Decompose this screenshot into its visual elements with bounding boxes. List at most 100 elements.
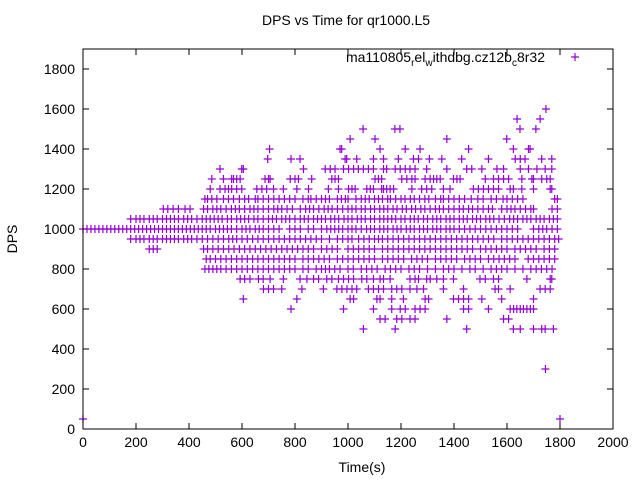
data-point [416,145,425,153]
data-point [370,255,379,263]
data-point [279,275,288,283]
data-point [423,265,432,273]
data-point [522,275,531,283]
data-point [319,285,328,293]
data-point [266,175,275,183]
data-point [427,185,436,193]
data-point [415,265,424,273]
data-point [219,175,228,183]
data-point [275,225,284,233]
x-tick-label: 1400 [438,434,469,450]
data-point [518,195,527,203]
data-point [549,325,558,333]
y-tick-label: 0 [67,421,75,437]
data-point [424,295,433,303]
data-point [509,145,518,153]
data-point [299,165,308,173]
data-point [471,265,480,273]
data-point [515,125,524,133]
data-point [459,285,468,293]
data-point [239,165,248,173]
data-point [369,185,378,193]
data-point [518,265,527,273]
legend-subscript: r [411,58,415,69]
data-point [397,285,406,293]
data-point [436,175,445,183]
data-point [446,185,455,193]
data-point [517,185,526,193]
legend-text-part: 8r32 [517,49,545,65]
data-point [387,305,396,313]
data-point [369,165,378,173]
data-point [399,295,408,303]
data-point [503,245,511,253]
data-point [464,295,473,303]
data-point [336,265,345,273]
data-point [513,225,522,233]
data-point [411,165,420,173]
data-point [287,305,296,313]
data-point [307,175,316,183]
data-point [556,415,564,423]
data-point [476,255,485,263]
legend-label: ma110805relwithdbg.cz12bc8r32 [346,49,545,69]
data-point [439,275,448,283]
data-point [550,245,559,253]
y-tick-label: 200 [52,381,76,397]
legend-text-part: ma110805 [346,49,411,65]
data-point [296,155,305,163]
data-point [547,275,556,283]
data-point [369,305,378,313]
data-point [346,135,355,143]
data-point [529,185,538,193]
legend-marker-plus [571,53,579,61]
data-point [509,325,518,333]
data-point [513,115,522,123]
data-point [386,275,395,283]
data-point [237,185,246,193]
data-points [79,105,564,423]
data-point [207,175,216,183]
data-point [462,325,471,333]
data-point [553,205,562,213]
data-point [509,185,518,193]
data-point [389,185,398,193]
data-point [294,175,303,183]
data-point [503,265,511,273]
data-point [467,165,476,173]
data-point [397,315,406,323]
y-tick-label: 1400 [44,141,75,157]
data-point [450,265,458,273]
x-tick-label: 1200 [385,434,416,450]
y-tick-label: 1000 [44,221,75,237]
data-point [407,185,416,193]
data-point [309,245,318,253]
x-tick-label: 0 [79,434,87,450]
data-point [449,275,458,283]
data-point [477,165,486,173]
data-point [292,185,301,193]
data-point [391,325,400,333]
data-point [376,145,385,153]
data-point [484,155,493,163]
data-point [245,275,254,283]
data-point [419,285,428,293]
data-point [431,265,440,273]
data-point [325,235,334,243]
data-point [421,305,430,313]
data-point [266,275,275,283]
data-point [516,325,525,333]
data-point [537,155,546,163]
data-point [439,285,448,293]
x-tick-label: 1600 [491,434,522,450]
data-point [370,245,379,253]
data-point [263,155,272,163]
data-point [291,195,299,203]
data-point [291,255,299,263]
data-point [547,165,556,173]
data-point [547,155,556,163]
data-point [547,185,556,193]
data-point [239,295,248,303]
data-point [553,225,562,233]
data-point [314,275,323,283]
